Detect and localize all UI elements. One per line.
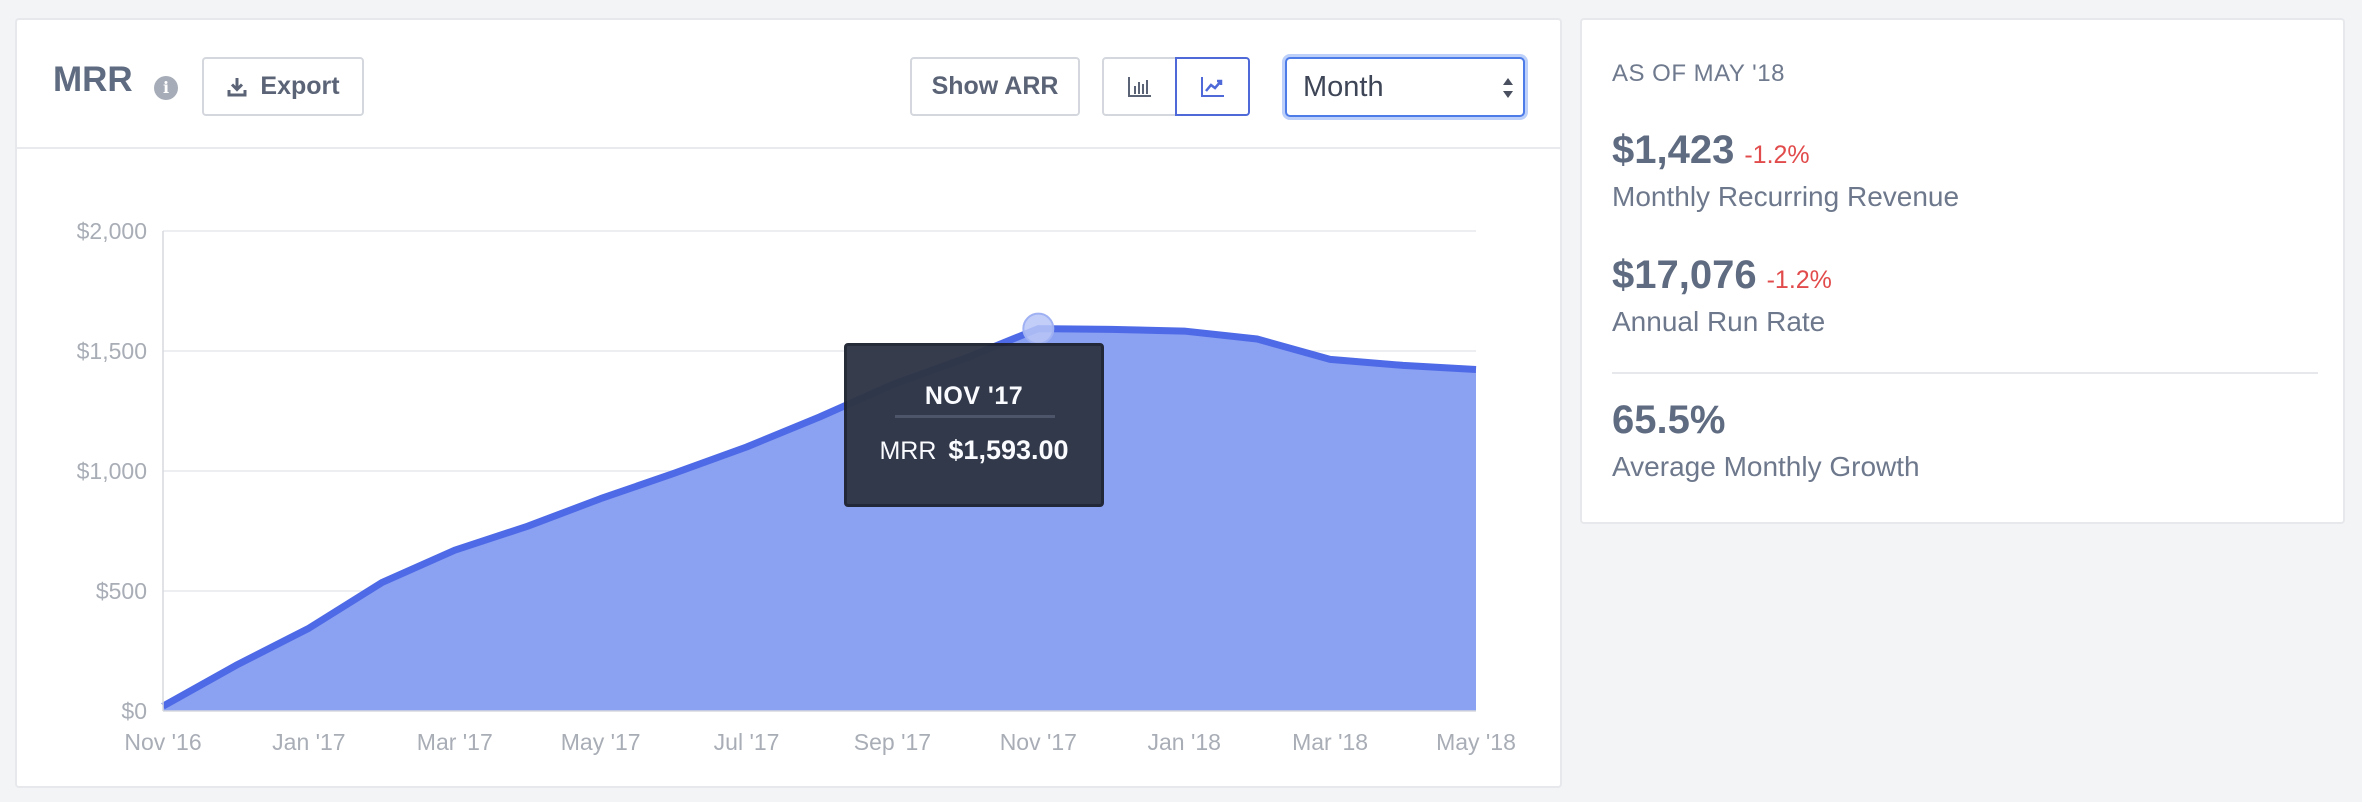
mrr-label: Monthly Recurring Revenue [1612,181,1960,212]
x-tick-label: Jan '17 [272,729,345,755]
download-icon [227,77,247,96]
export-button[interactable]: Export [202,57,364,116]
arr-change: -1.2% [1766,266,1832,294]
y-tick-label: $2,000 [77,218,147,244]
growth-value: 65.5% [1612,398,1726,442]
mrr-value: $1,423 [1612,128,1735,172]
chart-tooltip: NOV '17 MRR $1,593.00 [844,343,1104,507]
summary-panel: AS OF MAY '18 $1,423 -1.2% Monthly Recurr… [1580,18,2345,524]
mrr-stat: $1,423 -1.2% Monthly Recurring Revenue [1612,128,1959,213]
chart-header: MRR i Export Show ARR [17,20,1560,149]
x-tick-label: Mar '18 [1292,729,1368,755]
growth-label: Average Monthly Growth [1612,451,1920,482]
arr-label: Annual Run Rate [1612,306,1826,337]
x-tick-label: May '17 [561,729,641,755]
select-arrows-icon [1503,78,1513,98]
line-chart-icon [1200,76,1224,97]
show-arr-button[interactable]: Show ARR [910,57,1080,116]
export-label: Export [260,72,340,100]
mrr-area-chart: $0 $500 $1,000 $1,500 $2,000 Nov '16 Jan '17 M… [77,218,1516,755]
area-chart-toggle-button[interactable] [1175,57,1250,116]
bar-chart-icon [1127,76,1151,97]
y-tick-label: $500 [96,578,147,604]
x-tick-label: May '18 [1436,729,1516,755]
mrr-change: -1.2% [1744,141,1810,169]
bar-chart-toggle-button[interactable] [1102,57,1177,116]
x-tick-label: Jul '17 [714,729,780,755]
x-tick-label: Nov '17 [1000,729,1077,755]
mrr-area-fill [163,328,1476,711]
summary-divider [1612,372,2318,374]
data-point [1022,312,1055,345]
y-tick-label: $1,000 [77,458,147,484]
as-of-date: AS OF MAY '18 [1612,60,1785,87]
x-tick-label: Mar '17 [417,729,493,755]
x-tick-label: Nov '16 [124,729,201,755]
tooltip-value: $1,593.00 [948,435,1069,465]
y-tick-label: $0 [121,698,147,724]
info-icon[interactable]: i [154,76,178,100]
arr-value: $17,076 [1612,253,1757,297]
period-select[interactable]: Month [1285,57,1525,117]
x-tick-label: Sep '17 [854,729,931,755]
tooltip-title: NOV '17 [924,382,1024,410]
chart-title: MRR [53,60,133,99]
y-tick-label: $1,500 [77,338,147,364]
tooltip-label: MRR [879,437,937,465]
mrr-chart-panel: MRR i Export Show ARR [15,18,1562,788]
arr-stat: $17,076 -1.2% Annual Run Rate [1612,253,1832,338]
tooltip-row: MRR $1,593.00 [847,435,1101,466]
period-select-value: Month [1303,71,1384,103]
mrr-series-line [161,325,1477,710]
x-tick-label: Jan '18 [1147,729,1220,755]
growth-stat: 65.5% Average Monthly Growth [1612,398,1920,483]
tooltip-divider [895,415,1055,418]
